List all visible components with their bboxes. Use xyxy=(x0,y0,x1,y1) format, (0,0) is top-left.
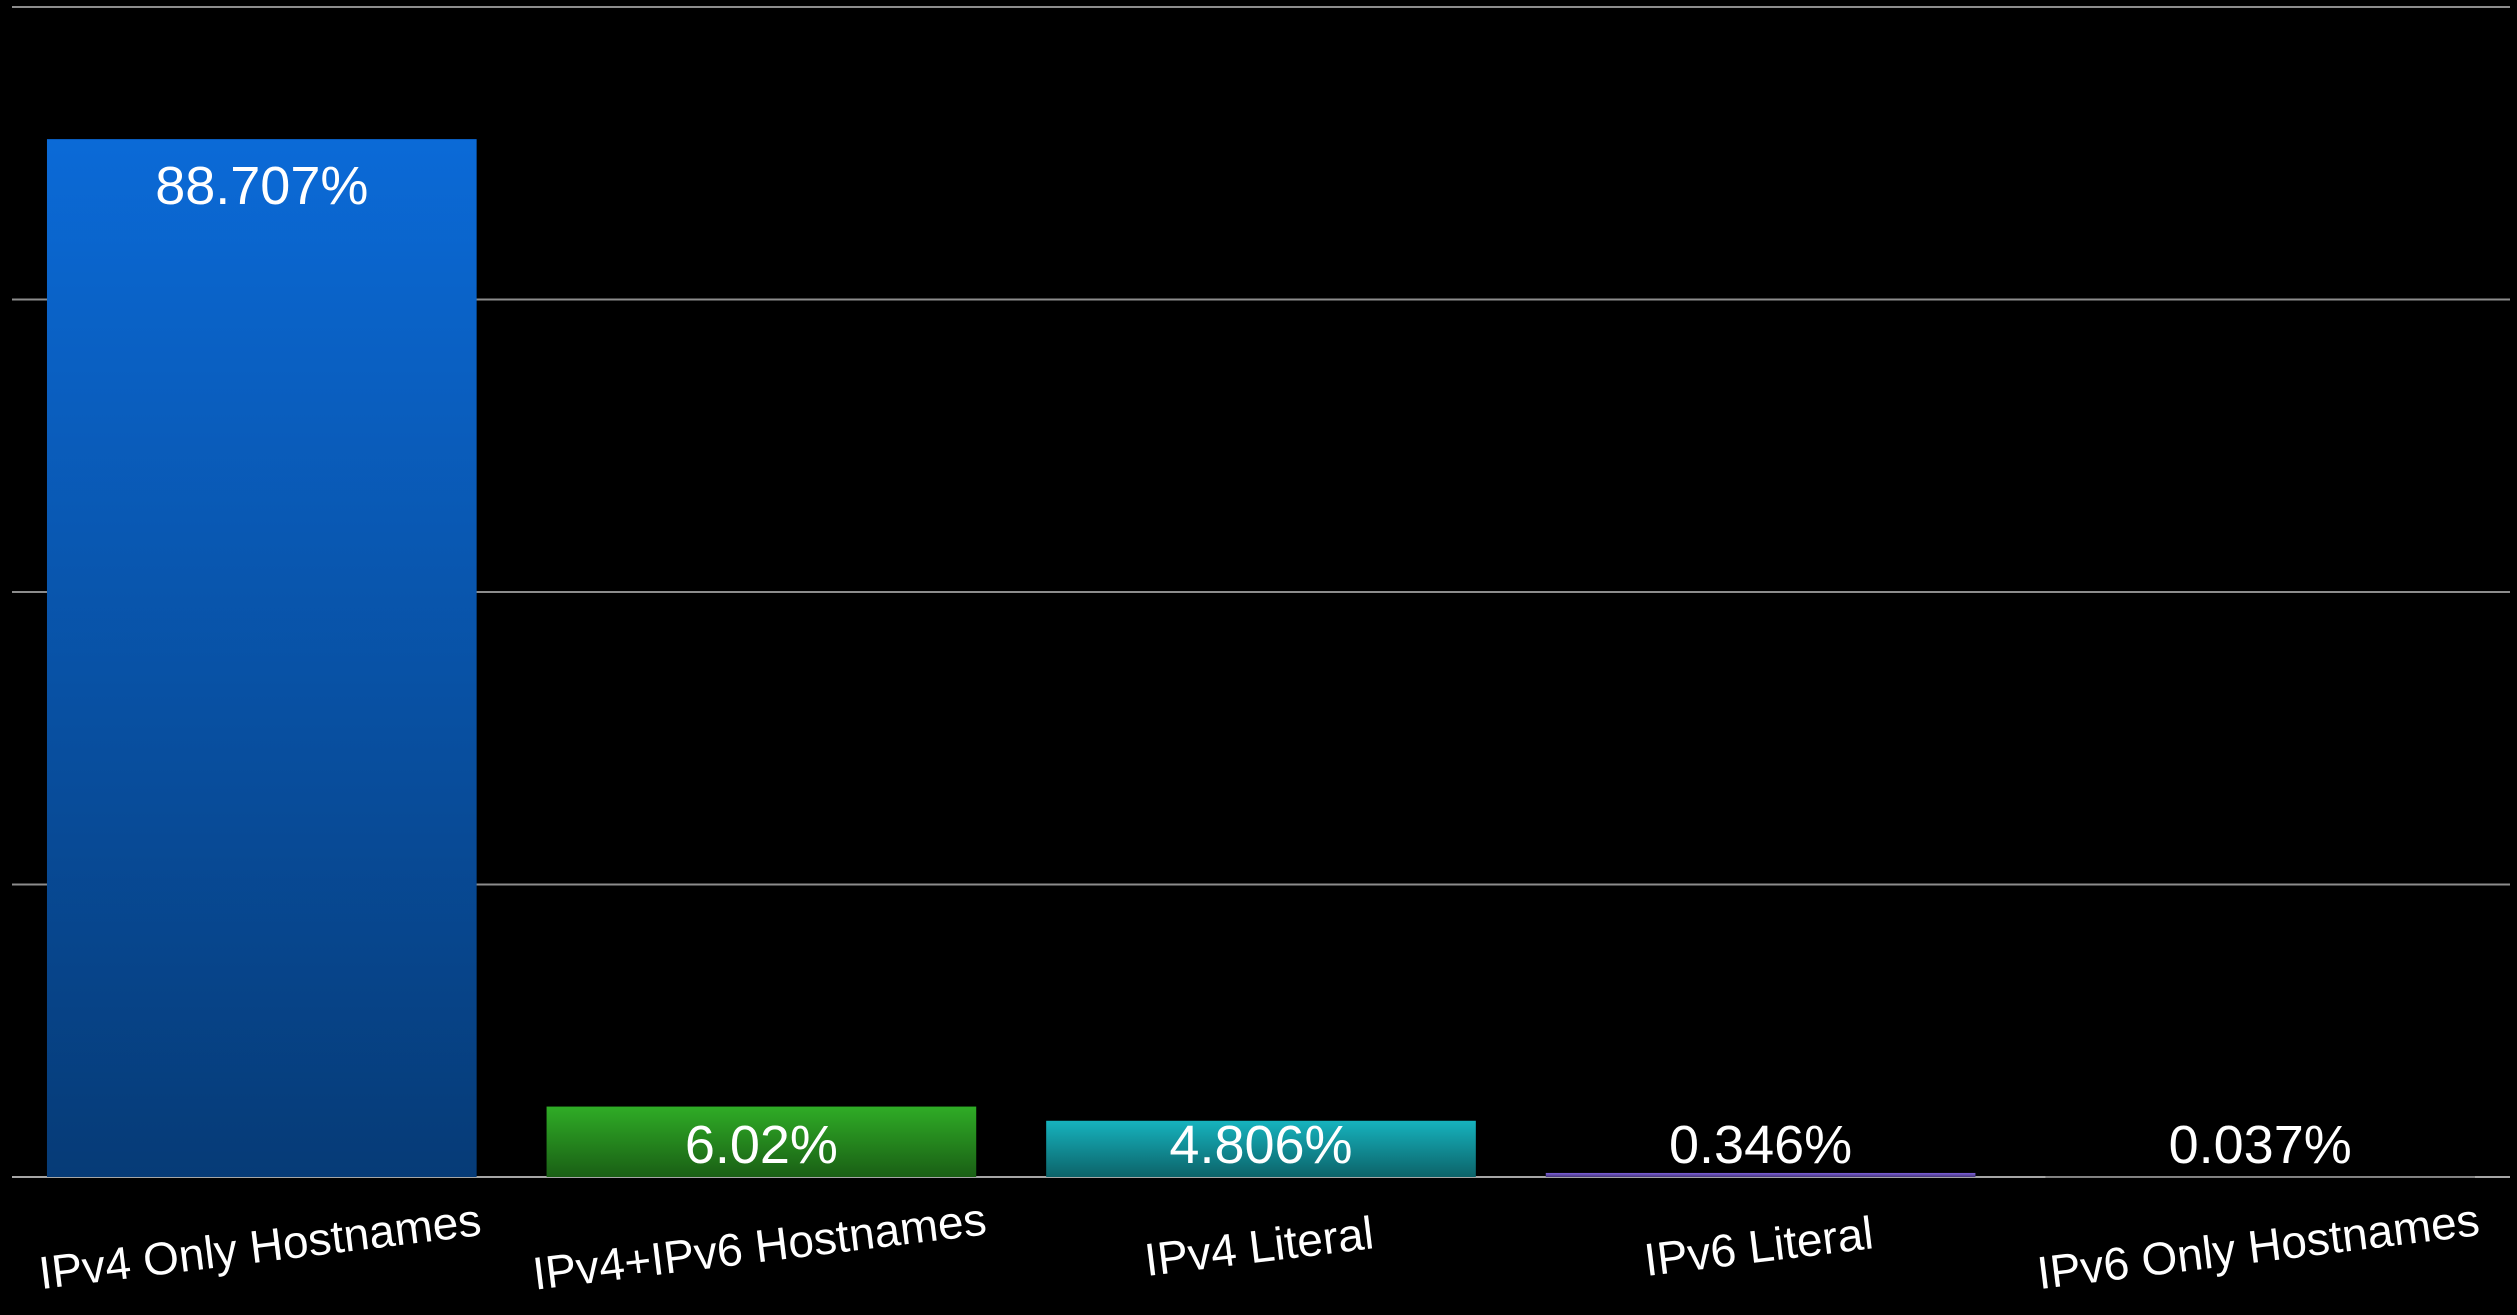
bar xyxy=(546,1106,977,1177)
value-label: 0.346% xyxy=(1669,1115,1852,1175)
bar xyxy=(46,139,477,1178)
value-label: 88.707% xyxy=(155,156,368,216)
bars xyxy=(46,139,2476,1178)
bar xyxy=(1046,1120,1476,1177)
category-labels: IPv4 Only Hostnames IPv4+IPv6 Hostnames IP… xyxy=(36,1193,2482,1300)
category-label: IPv4 Literal xyxy=(1142,1206,1377,1286)
category-label: IPv6 Literal xyxy=(1641,1206,1876,1286)
category-label: IPv4+IPv6 Hostnames xyxy=(530,1193,989,1300)
value-label: 0.037% xyxy=(2169,1115,2352,1175)
bar xyxy=(2045,1176,2476,1178)
bar xyxy=(1545,1172,1976,1177)
value-label: 6.02% xyxy=(685,1115,838,1175)
value-label: 4.806% xyxy=(1169,1115,1352,1175)
category-label: IPv4 Only Hostnames xyxy=(36,1193,484,1299)
value-labels: 88.707% 6.02% 4.806% 0.346% 0.037% xyxy=(155,156,2352,1175)
category-label: IPv6 Only Hostnames xyxy=(2034,1193,2482,1299)
